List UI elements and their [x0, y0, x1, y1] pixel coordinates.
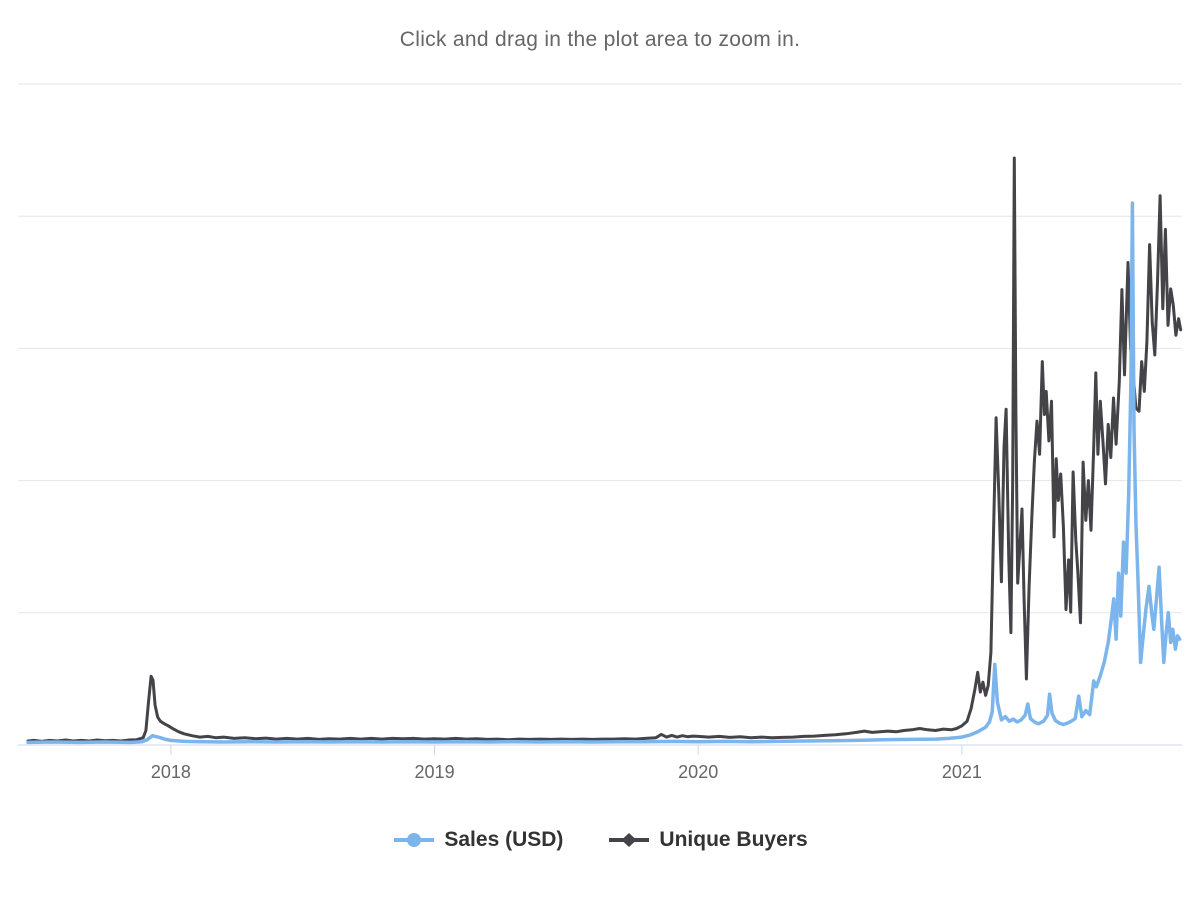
sales-series-marker-icon: [394, 833, 435, 847]
x-axis-label-2021: 2021: [942, 762, 982, 782]
legend-item-label: Unique Buyers: [659, 828, 808, 851]
x-axis-label-2018: 2018: [151, 762, 191, 782]
chart-title: Click and drag in the plot area to zoom …: [399, 28, 801, 51]
legend: Sales (USD) Unique Buyers: [0, 822, 1200, 858]
x-axis-label-2020: 2020: [678, 762, 718, 782]
unique-buyers-series-marker-icon: [609, 833, 650, 847]
sales-usd-series-line[interactable]: [26, 201, 1182, 745]
unique-buyers-series-line[interactable]: [26, 156, 1183, 743]
legend-item-sales-usd[interactable]: Sales (USD): [392, 828, 563, 852]
legend-item-unique-buyers[interactable]: Unique Buyers: [607, 828, 808, 852]
x-axis-label-2019: 2019: [415, 762, 455, 782]
legend-item-label: Sales (USD): [444, 828, 564, 851]
